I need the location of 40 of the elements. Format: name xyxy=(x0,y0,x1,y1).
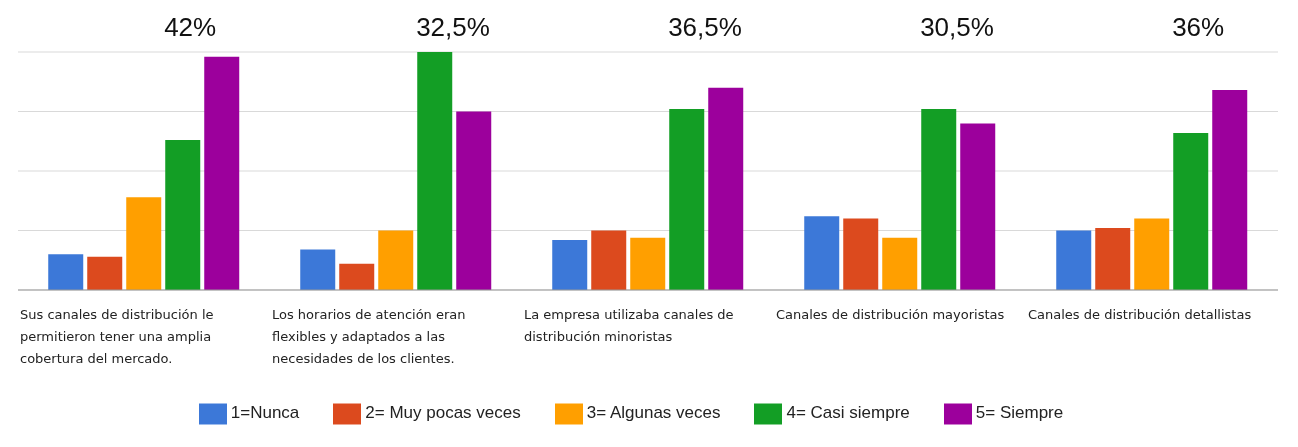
bar xyxy=(630,237,666,290)
x-tick-label: Canales de distribución mayoristas xyxy=(776,306,1006,324)
bar xyxy=(1173,132,1209,290)
x-tick-label: Los horarios de atención eran flexibles y adaptados a las necesidades de los clientes. xyxy=(272,306,467,368)
bar xyxy=(204,56,240,290)
bar xyxy=(417,52,453,290)
bar xyxy=(126,197,162,290)
bar xyxy=(1134,218,1170,290)
x-tick-label: La empresa utilizaba canales de distribución minoristas xyxy=(524,306,735,346)
bar xyxy=(591,230,627,290)
text: 42% xyxy=(164,12,217,43)
bar xyxy=(48,254,84,290)
bar xyxy=(882,237,918,290)
bar xyxy=(960,123,996,290)
legend-label: 3= Algunas veces xyxy=(586,403,721,423)
bar xyxy=(87,256,123,290)
legend-label: 2= Muy pocas veces xyxy=(365,403,521,423)
text: 32,5% xyxy=(416,12,490,43)
bar xyxy=(921,109,957,290)
text: 36% xyxy=(1172,12,1225,43)
legend-label: 5= Siempre xyxy=(975,403,1064,423)
legend-label: 1=Nunca xyxy=(230,403,300,423)
bar xyxy=(165,140,201,290)
bar xyxy=(843,218,879,290)
bar xyxy=(300,249,336,290)
bar xyxy=(1056,230,1092,290)
bar xyxy=(669,109,705,290)
text: 30,5% xyxy=(920,12,994,43)
legend-label: 4= Casi siempre xyxy=(786,403,910,423)
bar xyxy=(456,111,492,290)
bar xyxy=(552,240,588,290)
bar xyxy=(708,87,744,290)
bar xyxy=(1095,228,1131,290)
bar xyxy=(339,263,375,290)
x-tick-label: Sus canales de distribución le permitieron tener una amplia cobertura del mercado. xyxy=(20,306,215,368)
text: 36,5% xyxy=(668,12,742,43)
bar xyxy=(804,216,840,290)
x-tick-label: Canales de distribución detallistas xyxy=(1028,306,1253,324)
bar xyxy=(1212,90,1248,290)
bar xyxy=(378,230,414,290)
